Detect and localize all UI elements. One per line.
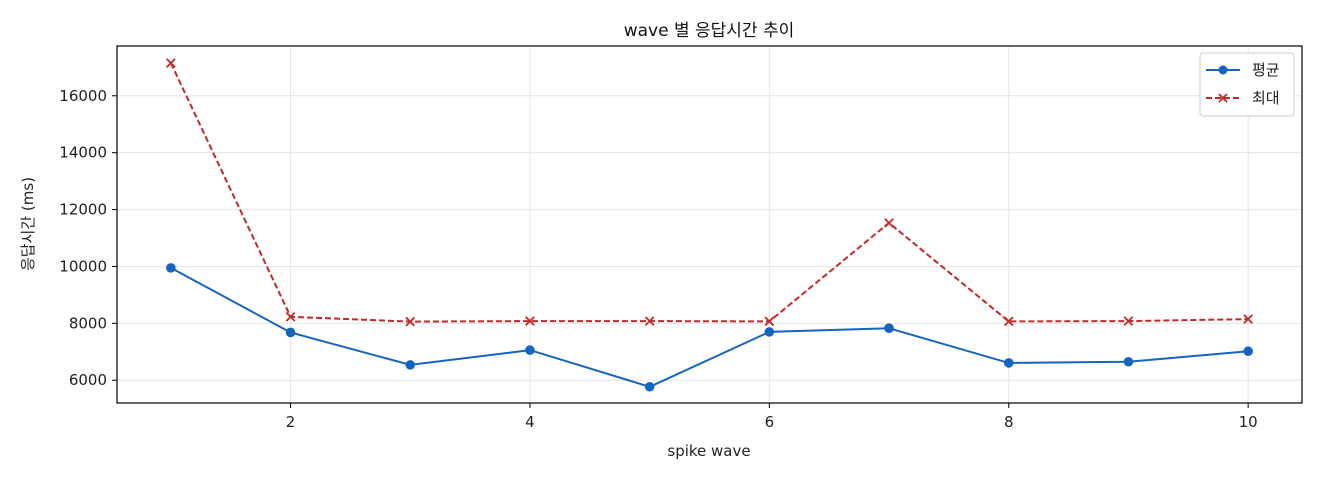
data-point bbox=[405, 316, 416, 327]
x-tick-label: 8 bbox=[1004, 413, 1014, 431]
x-tick-label: 2 bbox=[286, 413, 296, 431]
legend: 평균 최대 bbox=[1199, 52, 1295, 117]
data-point bbox=[525, 316, 535, 326]
data-point bbox=[1243, 314, 1253, 324]
data-point bbox=[1123, 316, 1134, 326]
y-tick-label: 6000 bbox=[69, 371, 107, 389]
data-point bbox=[166, 263, 176, 273]
data-point bbox=[1003, 316, 1014, 327]
grid bbox=[117, 46, 1302, 403]
legend-box bbox=[1199, 52, 1295, 117]
y-tick-label: 10000 bbox=[59, 257, 107, 275]
legend-label-max: 최대 bbox=[1252, 89, 1280, 107]
data-point bbox=[884, 218, 894, 228]
series-line-1 bbox=[169, 62, 1249, 323]
x-axis-title: spike wave bbox=[667, 442, 750, 460]
data-point bbox=[1003, 358, 1014, 368]
y-axis: 6000 8000 10000 12000 14000 16000 bbox=[59, 87, 117, 389]
data-point bbox=[644, 381, 655, 392]
y-tick-label: 8000 bbox=[69, 314, 107, 332]
y-tick-label: 14000 bbox=[59, 144, 107, 162]
data-point bbox=[1243, 346, 1253, 357]
y-tick-label: 16000 bbox=[59, 87, 107, 105]
y-axis-title: 응답시간 (ms) bbox=[19, 177, 37, 271]
x-tick-label: 10 bbox=[1239, 413, 1258, 431]
legend-marker-max bbox=[1218, 93, 1228, 103]
legend-marker-mean bbox=[1218, 65, 1228, 75]
x-tick-label: 4 bbox=[525, 413, 535, 431]
legend-label-mean: 평균 bbox=[1252, 61, 1280, 79]
series-layer bbox=[166, 58, 1253, 392]
data-point bbox=[405, 360, 416, 370]
data-point bbox=[285, 311, 296, 322]
x-axis: 2 4 6 8 10 bbox=[286, 403, 1258, 431]
data-point bbox=[285, 327, 296, 338]
data-point bbox=[1123, 356, 1134, 367]
chart-title: wave 별 응답시간 추이 bbox=[624, 21, 795, 41]
data-point bbox=[764, 316, 775, 327]
data-point bbox=[764, 327, 775, 337]
series-line-0 bbox=[170, 267, 1249, 388]
x-tick-label: 6 bbox=[765, 413, 775, 431]
data-point bbox=[525, 345, 535, 355]
plot-area bbox=[116, 45, 1303, 404]
data-point bbox=[166, 58, 176, 68]
data-point bbox=[884, 323, 894, 333]
y-tick-label: 12000 bbox=[59, 201, 107, 219]
data-point bbox=[644, 316, 655, 326]
